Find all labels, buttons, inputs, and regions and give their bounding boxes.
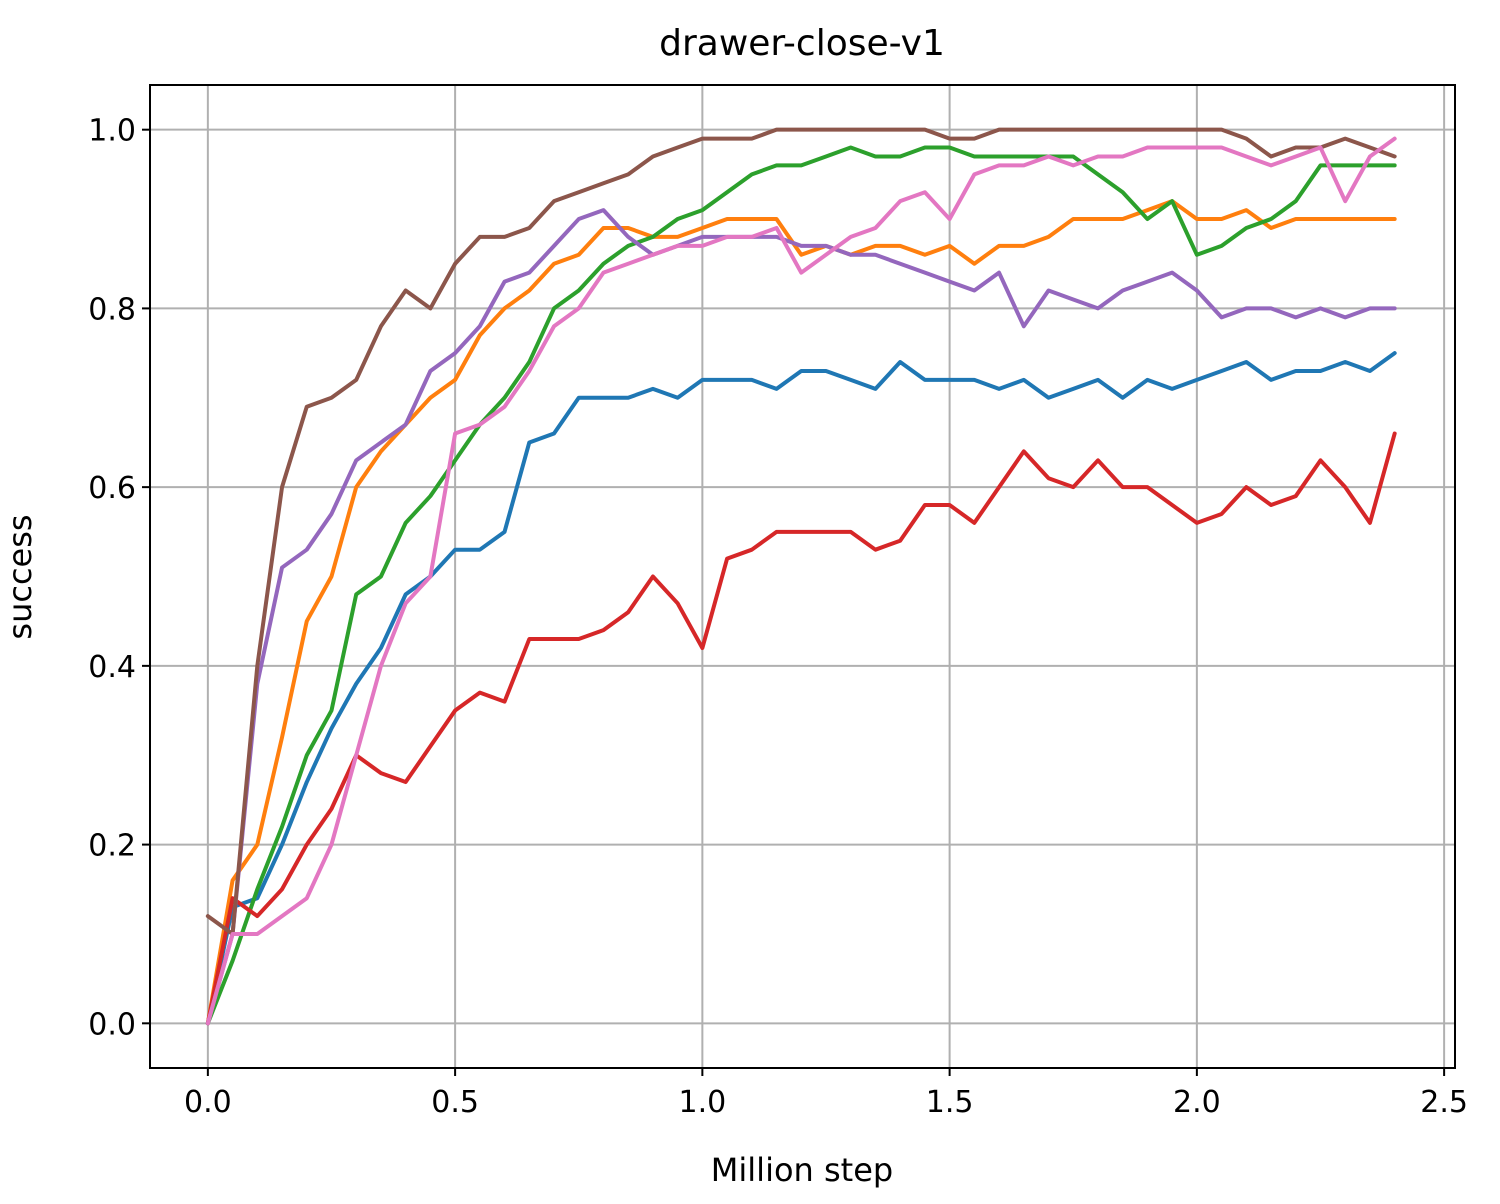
y-tick-label: 0.8 <box>88 292 136 327</box>
series-line <box>205 145 1397 1026</box>
series-line <box>205 431 1397 1026</box>
x-tick-label: 1.5 <box>926 1085 974 1120</box>
y-axis-label: success <box>1 514 39 639</box>
chart-title: drawer-close-v1 <box>659 23 945 64</box>
series-line <box>205 351 1397 1026</box>
series-line <box>205 199 1397 1026</box>
x-tick-label: 0.0 <box>184 1085 232 1120</box>
series-line <box>205 127 1397 936</box>
y-tick-label: 1.0 <box>88 114 136 149</box>
grid <box>150 85 1455 1068</box>
series-line <box>205 136 1397 1026</box>
y-tick-label: 0.6 <box>88 471 136 506</box>
ticks: 0.0 0.5 1.0 1.5 2.0 2.5 0.0 0.2 0.4 0.6 0.8 1.0 <box>88 114 1468 1120</box>
y-tick-label: 0.4 <box>88 650 136 685</box>
x-tick-label: 1.0 <box>679 1085 727 1120</box>
x-tick-label: 2.5 <box>1420 1085 1468 1120</box>
y-tick-label: 0.0 <box>88 1007 136 1042</box>
axes-frame <box>149 84 1456 1069</box>
x-tick-label: 0.5 <box>431 1085 479 1120</box>
series-line <box>205 208 1397 1026</box>
plot-area <box>205 127 1397 1026</box>
x-axis-label: Million step <box>711 1151 893 1189</box>
y-tick-label: 0.2 <box>88 829 136 864</box>
x-tick-label: 2.0 <box>1173 1085 1221 1120</box>
